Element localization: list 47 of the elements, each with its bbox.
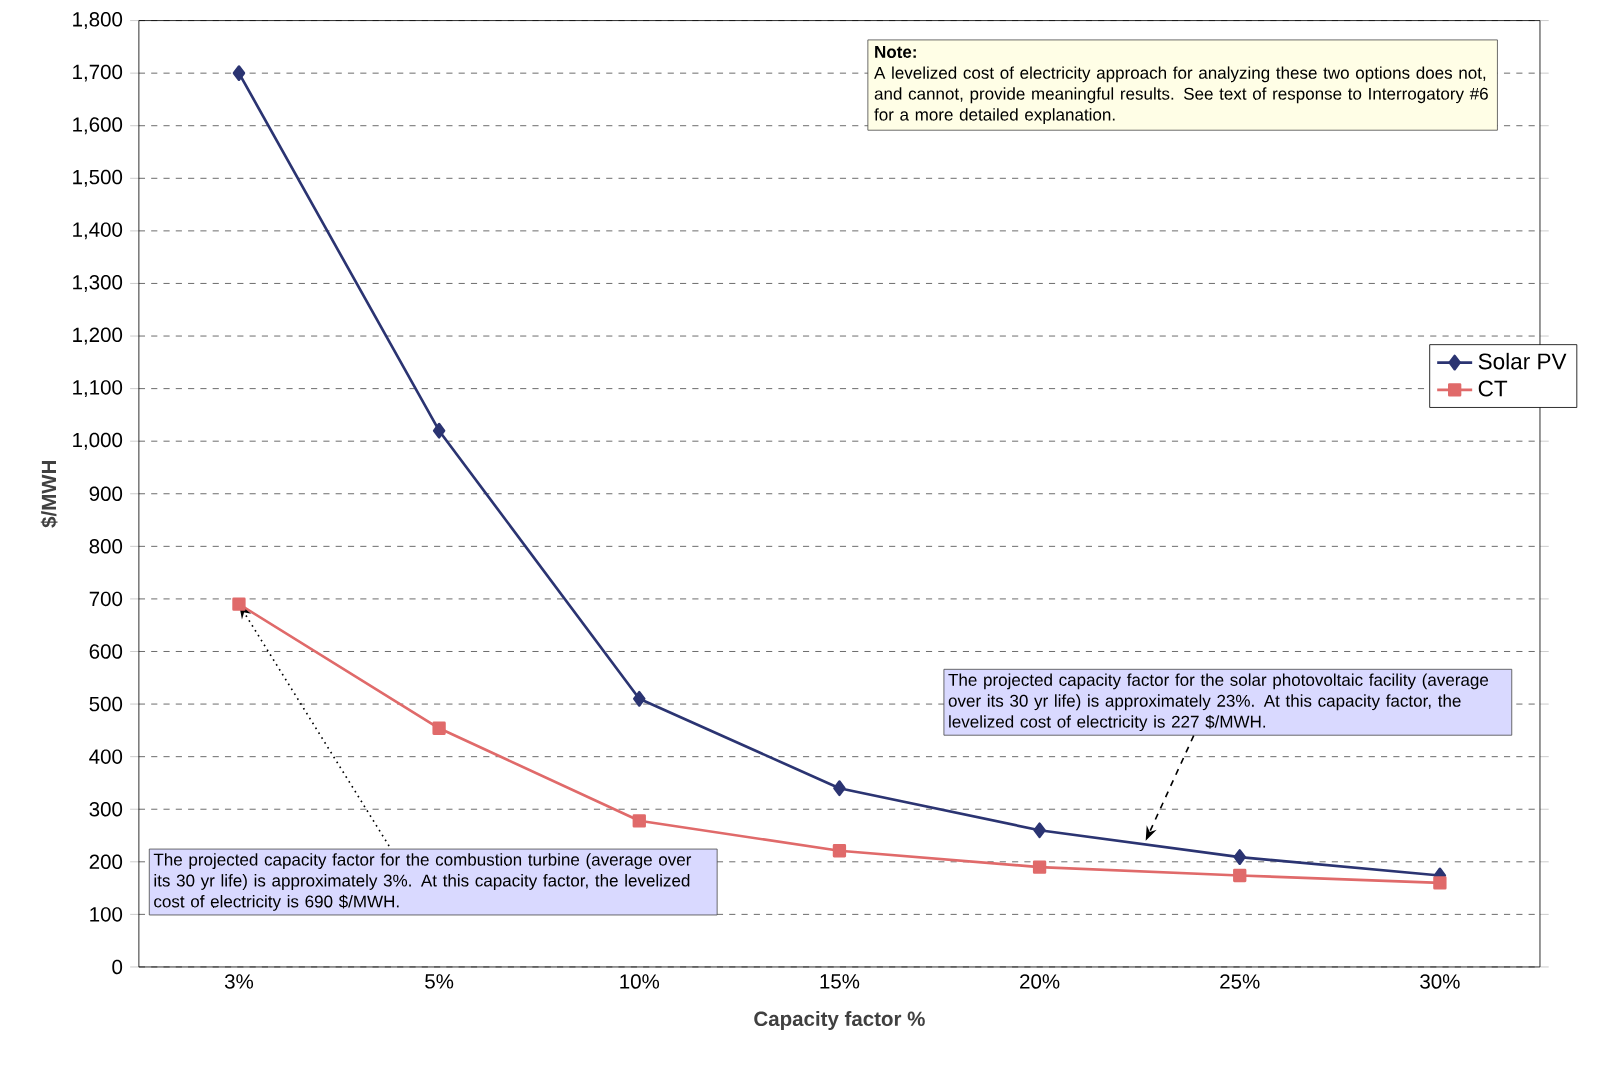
annotation: The projected capacity factor for the solar photovoltaic facility (average over its 30 yr life) is approximately 23%. At this capacity factor, the levelized cost of electricity is 227 $/MWH. <box>948 673 1489 732</box>
y-tick-label: 1,400 <box>73 222 123 240</box>
y-tick-label: 1,700 <box>73 64 123 82</box>
point <box>432 721 446 736</box>
y-tick-label: 100 <box>90 907 123 922</box>
y-tick-label: 1,100 <box>73 380 123 398</box>
y-tick-label: 1,500 <box>73 169 123 187</box>
y-tick-label: 500 <box>89 696 123 712</box>
point <box>832 844 847 858</box>
y-tick-label: 1,200 <box>73 327 123 345</box>
point <box>1032 860 1047 874</box>
point <box>833 780 846 797</box>
y-tick-label: 400 <box>89 749 123 765</box>
x-tick-label: 30% <box>1420 974 1460 989</box>
y-tick-label: 200 <box>89 854 123 870</box>
annotation: Note: <box>875 46 916 59</box>
y-tick-label: 1,800 <box>73 12 123 30</box>
annotation: The projected capacity factor for the combustion turbine (average over its 30 yr life) is approximately 3%. At this capacity factor, the levelized cost of electricity is 690 $/MWH. <box>153 853 692 911</box>
y-tick-label: 0 <box>112 959 123 975</box>
point <box>633 691 646 707</box>
legend-label: CT <box>1478 380 1508 397</box>
y-tick-label: 1,000 <box>73 432 123 450</box>
point <box>632 814 646 828</box>
point <box>1433 876 1447 890</box>
point <box>232 65 246 82</box>
y-tick-label: 300 <box>89 802 123 817</box>
y-tick-label: 1,300 <box>73 275 123 293</box>
y-tick-label: 800 <box>89 539 123 554</box>
point <box>232 597 246 611</box>
y-tick-label: 900 <box>89 486 123 502</box>
point <box>1033 822 1046 839</box>
y-tick-label: 700 <box>89 591 123 607</box>
point <box>1233 868 1247 883</box>
point <box>432 422 446 439</box>
x-tick-label: 3% <box>224 974 254 989</box>
y-axis-title: $/MWH <box>40 461 58 528</box>
annotation: A levelized cost of electricity approach for analyzing these two options does not, and cannot, provide meaningful results. See text of response to Interrogatory #6 for a more detailed explanation. <box>874 66 1488 125</box>
x-tick-label: 25% <box>1220 974 1260 989</box>
y-tick-label: 1,600 <box>73 117 123 135</box>
x-tick-label: 5% <box>425 974 454 989</box>
y-tick-label: 600 <box>89 644 123 659</box>
point <box>1233 849 1246 866</box>
legend-label: Solar PV <box>1478 352 1567 370</box>
x-tick-label: 20% <box>1020 974 1060 989</box>
x-tick-label: 10% <box>620 974 660 989</box>
x-axis-title: Capacity factor % <box>754 1011 925 1031</box>
x-tick-label: 15% <box>820 974 860 989</box>
